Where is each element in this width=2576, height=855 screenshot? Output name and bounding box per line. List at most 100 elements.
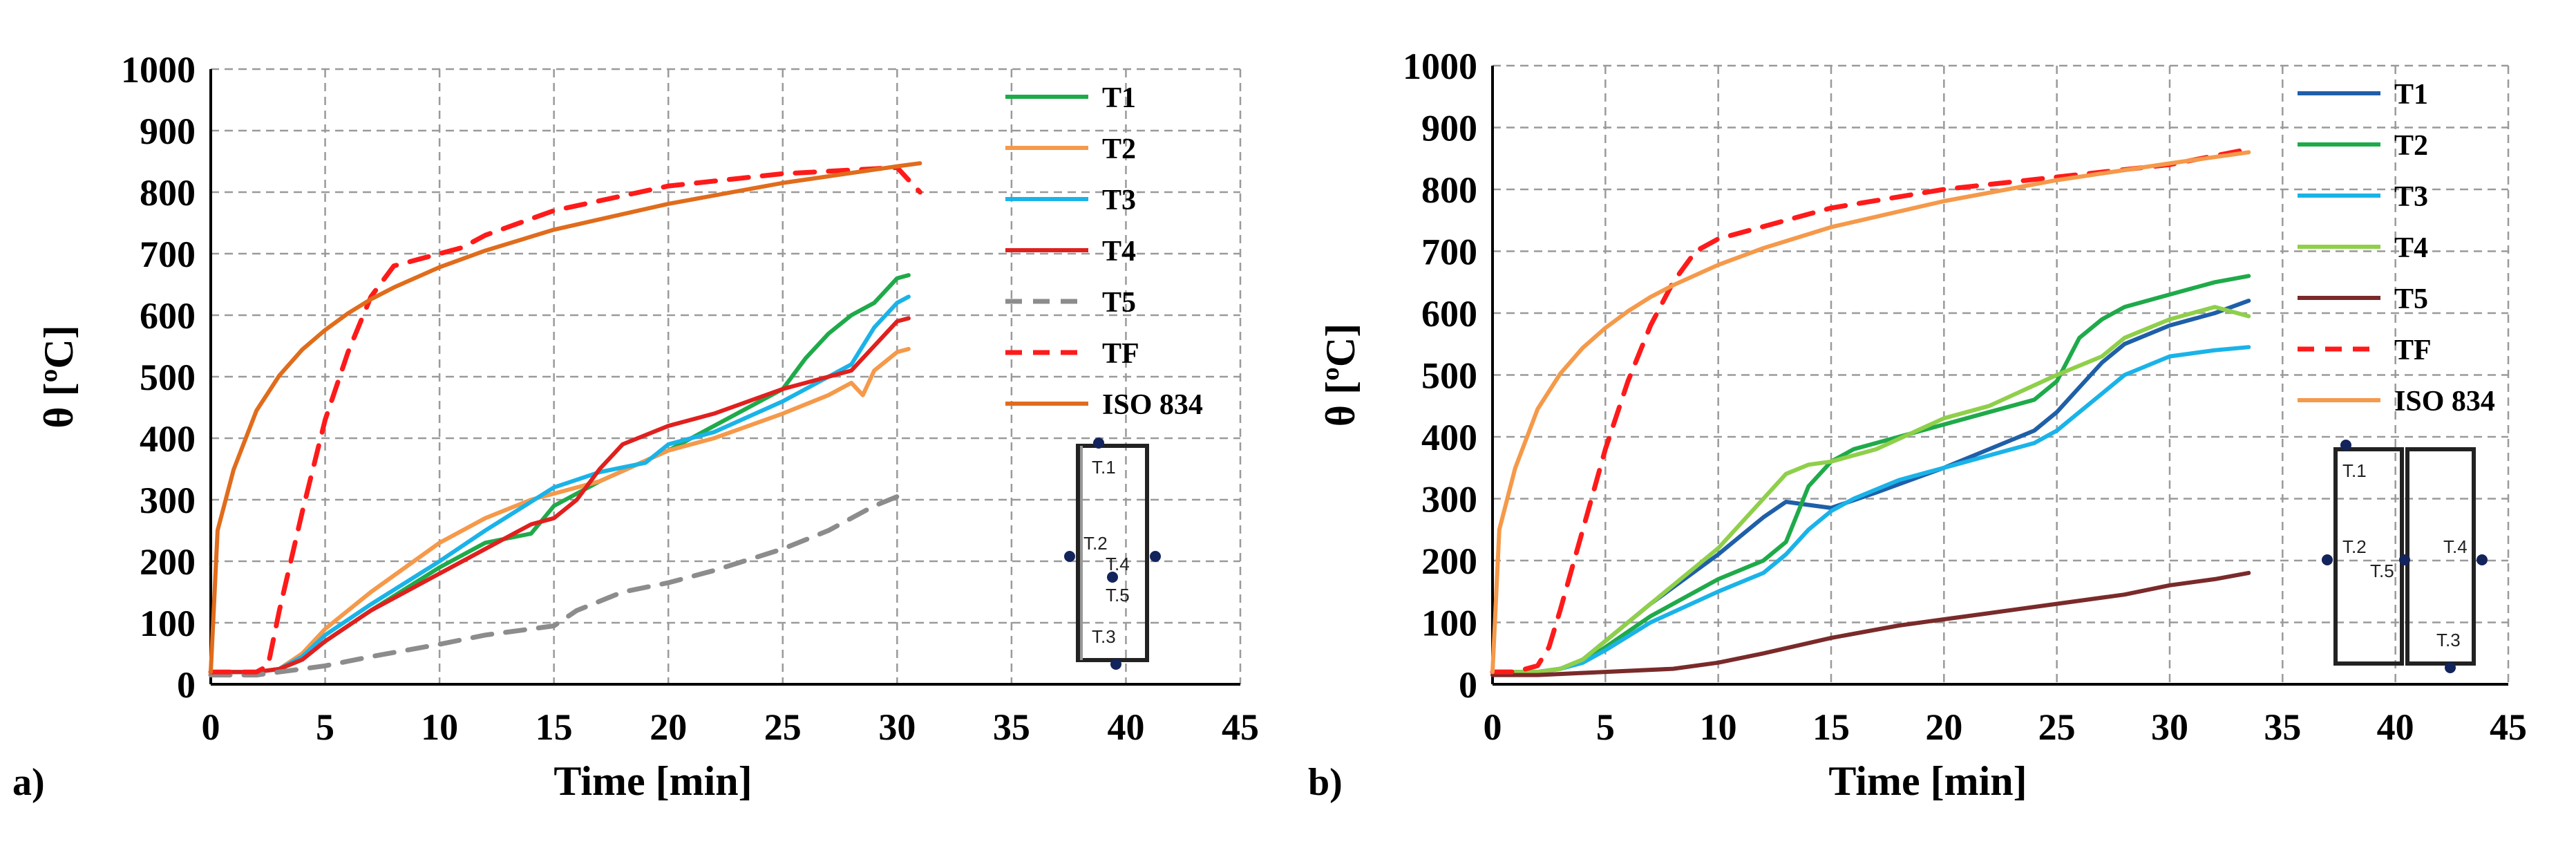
- chart-a: 0 100 200 300 400 500 600 700 800 900 1000 0 5 10 15 20…: [12, 49, 1259, 804]
- y-tick-label: 600: [1421, 293, 1477, 335]
- x-tick-label: 5: [1596, 706, 1615, 748]
- grid: [1493, 64, 2510, 684]
- x-tick-label: 25: [764, 706, 802, 748]
- sensor-dot: [2399, 554, 2410, 565]
- x-tick-label: 45: [2490, 706, 2527, 748]
- sensor-dot: [1107, 572, 1118, 583]
- legend-label: T4: [2394, 232, 2428, 264]
- y-tick-label: 400: [140, 418, 196, 460]
- legend-label: TF: [2394, 335, 2432, 366]
- series-line-t3: [209, 294, 911, 675]
- sensor-dot: [2445, 662, 2456, 673]
- y-tick-label: 1000: [121, 49, 196, 91]
- panel-label: a): [12, 761, 45, 804]
- section-sketch: T.1 T.2T.5 T.4 T.3: [2322, 440, 2488, 673]
- sensor-label: T.4: [2443, 536, 2468, 557]
- series-line-t5: [1490, 570, 2251, 677]
- y-tick-label: 100: [140, 603, 196, 644]
- y-tick-label: 400: [1421, 417, 1477, 458]
- y-tick-label: 700: [1421, 232, 1477, 273]
- y-tick-label: 100: [1421, 603, 1477, 644]
- legend-label: T1: [2394, 79, 2428, 111]
- legend-label: ISO 834: [2394, 386, 2495, 417]
- series-line-tf: [1490, 147, 2251, 675]
- legend-label: T3: [2394, 181, 2428, 213]
- x-tick-label: 20: [650, 706, 687, 748]
- y-tick-label: 500: [140, 357, 196, 398]
- sensor-dot: [1064, 551, 1075, 562]
- x-tick-label: 10: [421, 706, 458, 748]
- legend-label: T3: [1102, 185, 1136, 216]
- y-tick-label: 1000: [1403, 46, 1477, 87]
- x-tick-label: 35: [2264, 706, 2301, 748]
- legend-label: ISO 834: [1102, 389, 1203, 421]
- x-tick-label: 40: [1107, 706, 1144, 748]
- sensor-dot: [2340, 440, 2351, 451]
- legend-label: T5: [2394, 283, 2428, 315]
- x-tick-label: 30: [2151, 706, 2188, 748]
- x-tick-label: 0: [202, 706, 220, 748]
- grid: [211, 68, 1242, 684]
- y-tick-label: 200: [140, 541, 196, 583]
- y-tick-label: 800: [140, 172, 196, 214]
- legend: T1 T2 T3 T4 T5 TF ISO 834: [1005, 82, 1203, 421]
- series-line-iso-834: [1490, 150, 2251, 675]
- sensor-label: T.2: [1083, 533, 1108, 554]
- series-line-iso-834: [209, 161, 922, 675]
- x-tick-label: 40: [2377, 706, 2414, 748]
- series-line-t4: [1490, 305, 2251, 675]
- y-axis-label: θ [ºC]: [1318, 323, 1363, 426]
- sensor-dot: [2322, 554, 2333, 565]
- y-tick-label: 800: [1421, 169, 1477, 211]
- y-tick-label: 0: [177, 664, 196, 706]
- sensor-dot: [2476, 554, 2488, 565]
- y-tick-label: 600: [140, 295, 196, 337]
- sensor-label: T.1: [1092, 457, 1116, 478]
- y-tick-label: 900: [140, 111, 196, 152]
- x-tick-label: 20: [1925, 706, 1962, 748]
- y-tick-label: 200: [1421, 541, 1477, 582]
- sensor-label: T.5: [2370, 561, 2394, 581]
- sensor-label: T.1: [2342, 460, 2367, 481]
- x-tick-label: 25: [2038, 706, 2076, 748]
- series-line-t3: [1490, 345, 2251, 675]
- section-sketch: T.1 T.2T.4 T.5 T.3: [1064, 438, 1161, 670]
- sensor-label: T.3: [2436, 630, 2461, 650]
- x-tick-label: 5: [316, 706, 334, 748]
- x-tick-label: 45: [1222, 706, 1259, 748]
- sensor-label: T.4: [1106, 554, 1130, 574]
- x-axis-label: Time [min]: [553, 758, 752, 804]
- legend-label: T1: [1102, 82, 1136, 114]
- sensor-label: T.5: [1106, 585, 1130, 605]
- y-tick-label: 300: [140, 480, 196, 521]
- x-tick-label: 30: [878, 706, 916, 748]
- series-line-t5: [208, 488, 911, 678]
- y-tick-label: 300: [1421, 479, 1477, 520]
- legend-label: T2: [2394, 130, 2428, 162]
- x-tick-label: 0: [1484, 706, 1502, 748]
- legend: T1 T2 T3 T4 T5 TF ISO 834: [2298, 79, 2495, 417]
- x-tick-label: 10: [1700, 706, 1737, 748]
- legend-label: T5: [1102, 287, 1136, 319]
- x-tick-label: 15: [1812, 706, 1850, 748]
- y-tick-label: 700: [140, 234, 196, 275]
- panel-label: b): [1308, 761, 1343, 804]
- y-axis-label: θ [ºC]: [36, 325, 82, 428]
- sensor-dot: [1150, 551, 1161, 562]
- x-tick-label: 35: [993, 706, 1030, 748]
- sensor-dot: [1093, 438, 1104, 449]
- sensor-label: T.3: [1092, 626, 1116, 647]
- legend-label: TF: [1102, 338, 1139, 370]
- x-axis-label: Time [min]: [1828, 758, 2027, 804]
- y-tick-label: 500: [1421, 355, 1477, 397]
- series-line-t1: [209, 273, 911, 675]
- legend-label: T2: [1102, 133, 1136, 165]
- series-line-tf: [208, 165, 922, 675]
- chart-b: 0 100 200 300 400 500 600 700 800 900 1000 0 5 10 15 20…: [1308, 46, 2527, 804]
- legend-label: T4: [1102, 236, 1136, 267]
- series-line-t4: [209, 316, 911, 675]
- series-line-t2: [209, 346, 911, 675]
- x-tick-label: 15: [536, 706, 573, 748]
- y-tick-label: 900: [1421, 108, 1477, 149]
